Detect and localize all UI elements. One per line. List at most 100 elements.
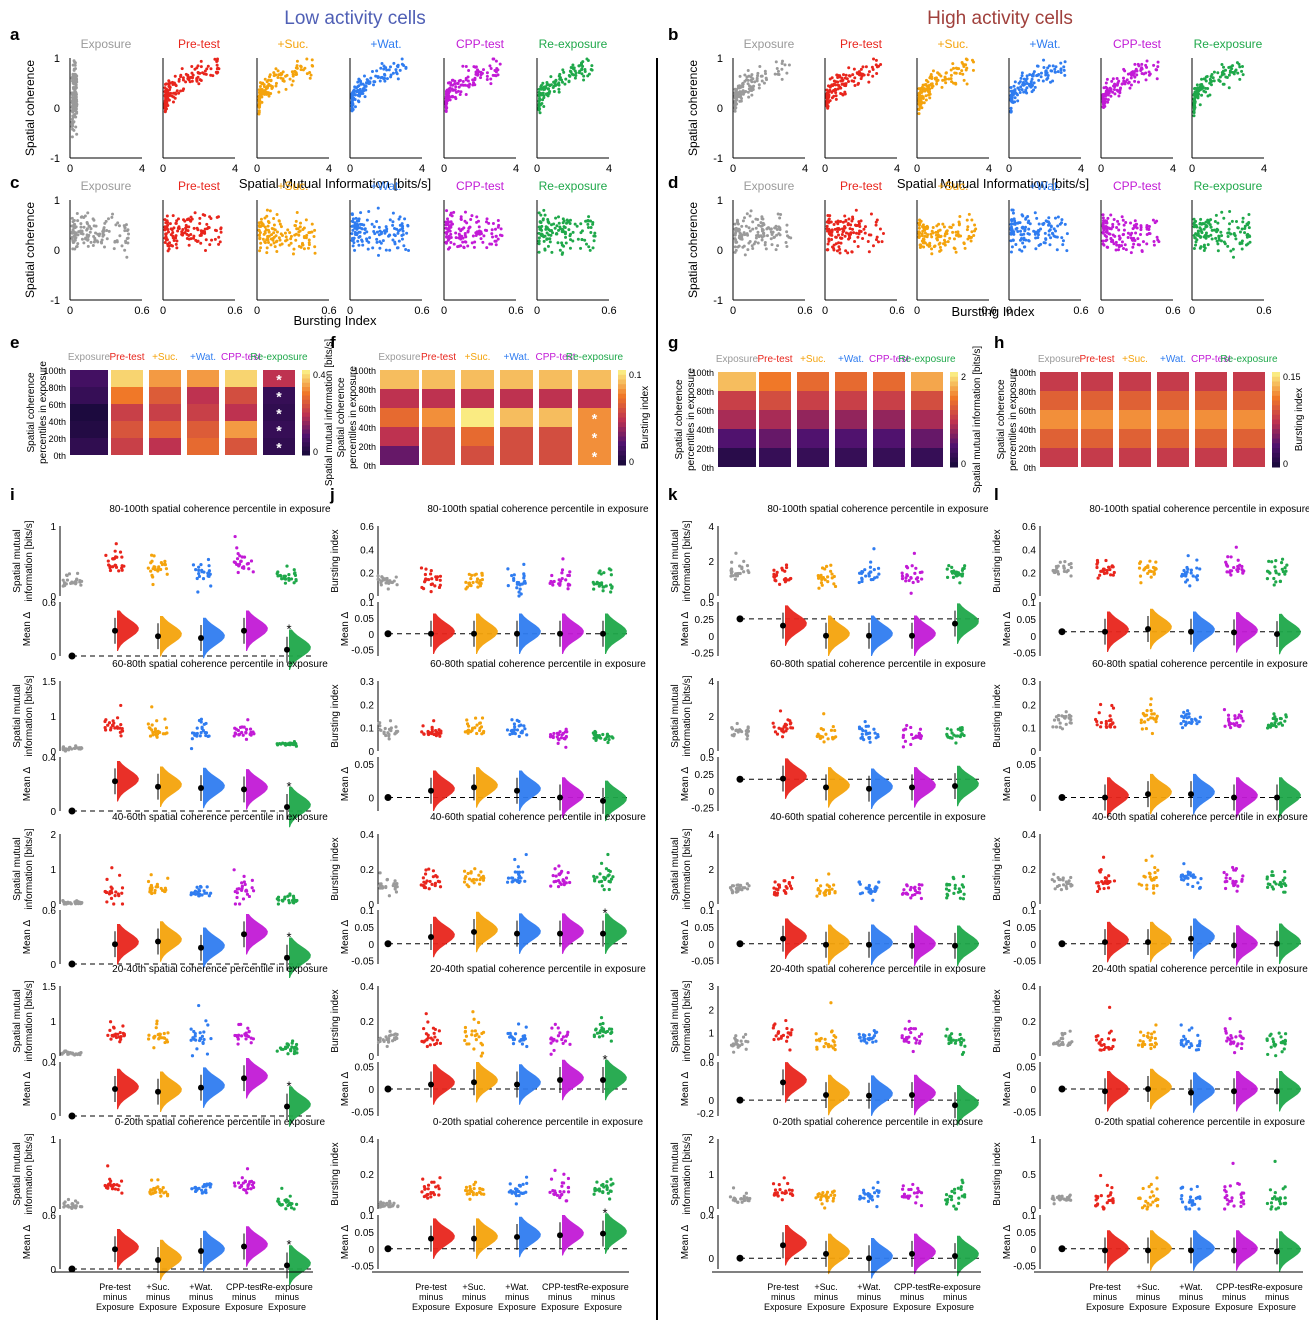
data-point xyxy=(928,75,932,79)
data-point xyxy=(738,84,742,88)
data-point xyxy=(560,243,564,247)
data-point xyxy=(76,242,80,246)
swarm-point xyxy=(250,878,254,882)
y-tick-label: 0 xyxy=(50,807,56,818)
data-point xyxy=(923,231,927,235)
data-point xyxy=(838,236,842,240)
data-point xyxy=(1033,230,1037,234)
heatmap-cell xyxy=(225,387,257,404)
significance-star: * xyxy=(286,930,291,945)
swarm-point xyxy=(467,885,471,889)
data-point xyxy=(1126,235,1130,239)
swarm-point xyxy=(517,875,522,879)
swarm-point xyxy=(120,729,124,733)
data-point xyxy=(1138,243,1142,247)
data-point xyxy=(305,233,309,237)
swarm-point xyxy=(240,881,244,885)
heatmap-cell xyxy=(911,410,943,429)
data-point xyxy=(280,242,284,246)
percentile-tick: 40th xyxy=(48,417,66,427)
data-point xyxy=(837,245,841,249)
delta-distribution xyxy=(203,767,225,809)
swarm-point xyxy=(525,733,529,737)
swarm-point xyxy=(286,742,290,746)
data-point xyxy=(554,216,558,220)
data-point xyxy=(917,107,921,111)
data-point xyxy=(118,234,122,238)
data-point xyxy=(970,230,974,234)
condition-label: CPP-test xyxy=(869,354,909,365)
comparison-label: minus xyxy=(146,1292,171,1302)
colorbar-segment xyxy=(1272,429,1280,435)
swarm-point xyxy=(508,732,512,737)
heatmap-cell xyxy=(1081,448,1113,467)
swarm-point xyxy=(515,728,520,732)
data-point xyxy=(1020,71,1024,75)
data-point xyxy=(172,236,176,240)
data-point xyxy=(1227,73,1231,77)
data-point xyxy=(352,90,356,94)
data-point xyxy=(734,106,738,110)
data-point xyxy=(923,83,927,87)
condition-label: Re-exposure xyxy=(1220,354,1278,365)
data-point xyxy=(962,242,966,246)
x-tick-label: 4 xyxy=(1078,163,1084,175)
colorbar-segment xyxy=(618,379,626,385)
x-axis-title: Bursting Index xyxy=(293,313,377,328)
data-point xyxy=(86,244,90,248)
swarm-point xyxy=(164,726,169,730)
condition-label: Exposure xyxy=(744,179,795,193)
heatmap-cell xyxy=(111,370,143,387)
x-tick-label: 0 xyxy=(1098,163,1104,175)
estimation-i-row-0 xyxy=(59,526,313,670)
heatmap-cell xyxy=(1081,410,1113,429)
data-point xyxy=(444,97,448,101)
data-point xyxy=(448,213,452,217)
heatmap-cell xyxy=(835,448,867,467)
data-point xyxy=(1101,100,1105,104)
swarm-point xyxy=(246,718,250,722)
data-point xyxy=(1016,99,1020,103)
data-point xyxy=(263,77,267,81)
swarm-point xyxy=(151,733,155,737)
data-point xyxy=(856,72,860,76)
swarm-point xyxy=(554,879,558,883)
data-point xyxy=(199,233,203,237)
data-point xyxy=(403,217,407,221)
data-point xyxy=(1151,218,1155,222)
delta-distribution xyxy=(160,766,182,807)
swarm-point xyxy=(429,568,433,573)
data-point xyxy=(1047,221,1051,225)
data-point xyxy=(448,98,452,102)
swarm-point xyxy=(285,564,289,568)
data-point xyxy=(958,72,962,76)
heatmap-cell xyxy=(718,448,756,467)
data-point xyxy=(1111,233,1115,237)
data-point xyxy=(175,89,179,93)
data-point xyxy=(917,226,921,230)
swarm-point xyxy=(206,573,211,577)
data-point xyxy=(1133,62,1137,66)
panel-letter-l: l xyxy=(994,485,999,504)
condition-label: +Wat. xyxy=(1160,354,1186,365)
data-point xyxy=(376,253,380,257)
data-point xyxy=(472,82,476,86)
data-point xyxy=(1042,221,1046,225)
scatter-a-Exposure xyxy=(69,58,142,159)
data-point xyxy=(856,235,860,239)
swarm-point xyxy=(427,867,431,871)
data-point xyxy=(548,240,552,244)
y-axis-title: Mean Δ xyxy=(22,766,33,801)
data-point xyxy=(759,224,763,228)
swarm-point xyxy=(378,727,382,732)
data-point xyxy=(168,222,172,226)
y-axis-title: Mean Δ xyxy=(340,766,351,801)
data-point xyxy=(450,78,454,82)
swarm-point xyxy=(239,559,243,563)
x-tick-label: 0.6 xyxy=(1256,305,1271,317)
delta-distribution xyxy=(433,916,455,958)
data-point xyxy=(1133,79,1137,83)
data-point xyxy=(379,66,383,70)
data-point xyxy=(449,236,453,240)
comparison-label: Exposure xyxy=(225,1302,263,1312)
